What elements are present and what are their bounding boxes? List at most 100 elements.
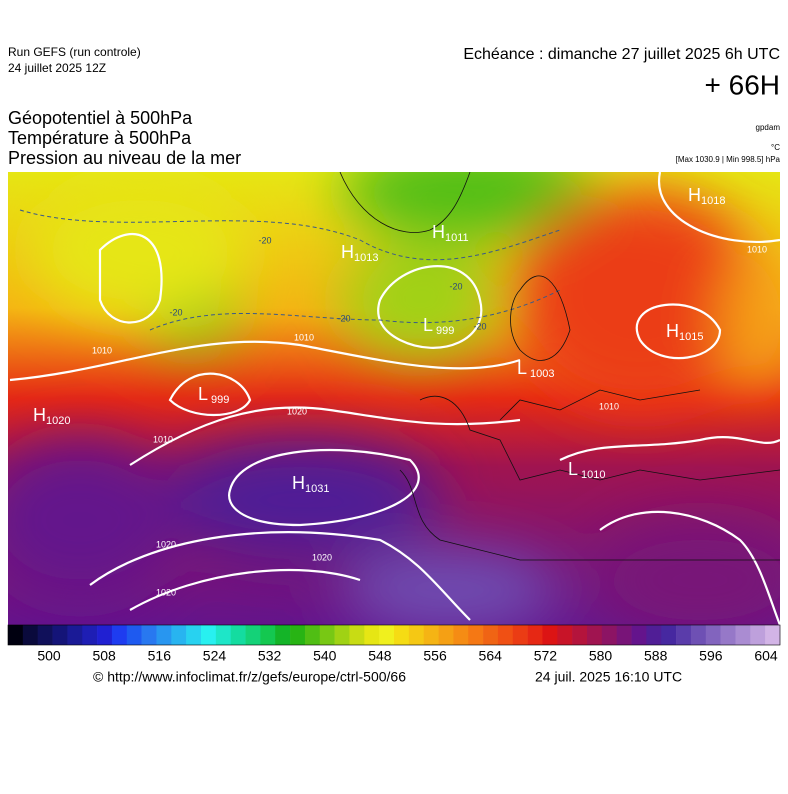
colorbar-frame — [7, 624, 781, 646]
color-swatch — [8, 625, 24, 645]
colorbar-tick-label: 524 — [203, 648, 227, 664]
colorbar-tick-label: 500 — [37, 648, 61, 664]
contour-label: 1010 — [153, 434, 173, 444]
contour-label: -20 — [473, 321, 486, 331]
lead-time: + 66H — [705, 69, 781, 100]
color-swatch — [126, 625, 142, 645]
color-swatch — [52, 625, 68, 645]
unit: gpdam — [756, 123, 781, 132]
color-swatch — [201, 625, 217, 645]
color-swatch — [230, 625, 246, 645]
contour-label: -20 — [258, 235, 271, 245]
color-swatch — [423, 625, 439, 645]
pressure-center-letter: H — [666, 321, 679, 341]
pressure-center-value: 1013 — [354, 252, 378, 264]
color-swatch — [690, 625, 707, 645]
color-swatch — [111, 625, 128, 645]
color-swatch — [260, 625, 276, 645]
color-swatch — [720, 625, 736, 645]
color-swatch — [735, 625, 751, 645]
color-swatch — [601, 625, 617, 645]
colorbar-tick-label: 516 — [148, 648, 172, 664]
color-swatch — [676, 625, 692, 645]
pressure-center-letter: H — [292, 473, 305, 493]
run-date: 24 juillet 2025 12Z — [8, 61, 106, 75]
color-swatch — [22, 625, 38, 645]
color-swatch — [245, 625, 261, 645]
color-swatch — [37, 625, 53, 645]
title: Géopotentiel à 500hPa — [8, 108, 193, 128]
pressure-center-value: 1020 — [46, 415, 70, 427]
source-url: © http://www.infoclimat.fr/z/gefs/europe… — [93, 669, 406, 685]
color-swatch — [141, 625, 157, 645]
color-swatch — [542, 625, 558, 645]
color-swatch — [483, 625, 499, 645]
title: Température à 500hPa — [8, 128, 192, 148]
color-swatch — [97, 625, 113, 645]
colorbar-tick-label: 540 — [313, 648, 337, 664]
colorbar-tick-label: 572 — [534, 648, 558, 664]
color-swatch — [527, 625, 543, 645]
colorbar-tick-label: 580 — [589, 648, 613, 664]
color-swatch — [82, 625, 98, 645]
colorbar: 500 508 516 524 532 540 548 556 564 572 580 588 596 6… — [7, 624, 781, 664]
color-swatch — [557, 625, 573, 645]
pressure-center-value: 1031 — [305, 483, 329, 495]
contour-label: 1020 — [312, 552, 332, 562]
title: Pression au niveau de la mer — [8, 148, 241, 168]
echeance: Echéance : dimanche 27 juillet 2025 6h U… — [463, 46, 780, 63]
color-swatch — [334, 625, 350, 645]
color-swatch — [364, 625, 380, 645]
color-swatch — [512, 625, 528, 645]
contour-label: 1020 — [156, 587, 176, 597]
pressure-center-value: 999 — [436, 325, 454, 337]
run: Run GEFS (run controle) — [8, 45, 141, 59]
color-swatch — [408, 625, 424, 645]
color-swatch — [275, 625, 291, 645]
color-swatch — [304, 625, 321, 645]
color-swatch — [379, 625, 395, 645]
color-swatch — [765, 625, 781, 645]
pressure-center-value: 1010 — [581, 469, 605, 481]
pressure-center-letter: L — [198, 384, 208, 404]
colorbar-tick-label: 604 — [754, 648, 778, 664]
colorbar-tick-label: 556 — [423, 648, 447, 664]
pressure-center-letter: H — [432, 222, 445, 242]
color-swatch — [616, 625, 632, 645]
color-swatch — [750, 625, 766, 645]
color-swatch — [67, 625, 83, 645]
color-swatch — [186, 625, 202, 645]
unit: [Max 1030.9 | Min 998.5] hPa — [676, 155, 781, 164]
pressure-center-letter: H — [688, 185, 701, 205]
pressure-center-value: 1018 — [701, 195, 725, 207]
pressure-center-letter: H — [341, 242, 354, 262]
color-swatch — [646, 625, 662, 645]
color-swatch — [290, 625, 306, 645]
color-swatch — [705, 625, 721, 645]
color-swatch — [468, 625, 484, 645]
contour-label: 1020 — [156, 539, 176, 549]
contour-label: 1010 — [294, 332, 314, 342]
unit: °C — [771, 143, 780, 152]
colorbar-tick-label: 532 — [258, 648, 282, 664]
pressure-center-letter: L — [517, 358, 527, 378]
colorbar-tick-label: 508 — [92, 648, 116, 664]
pressure-center-letter: L — [423, 315, 433, 335]
pressure-center-value: 1003 — [530, 368, 554, 380]
color-swatch — [497, 625, 514, 645]
contour-label: 1010 — [747, 244, 767, 254]
color-swatch — [394, 625, 410, 645]
color-swatch — [661, 625, 677, 645]
colorbar-tick-label: 564 — [479, 648, 503, 664]
color-swatch — [319, 625, 335, 645]
map: 1010 1010 1010 1010 1010 1020 1020 1020 1020 -20 -… — [8, 172, 780, 625]
pressure-center-value: 999 — [211, 394, 229, 406]
colorbar-tick-label: 596 — [699, 648, 723, 664]
color-swatch — [171, 625, 187, 645]
pressure-center-letter: H — [33, 405, 46, 425]
pressure-center-letter: L — [568, 459, 578, 479]
contour-label: 1010 — [599, 401, 619, 411]
colorbar-tick-label: 548 — [368, 648, 392, 664]
contour-label: -20 — [449, 281, 462, 291]
